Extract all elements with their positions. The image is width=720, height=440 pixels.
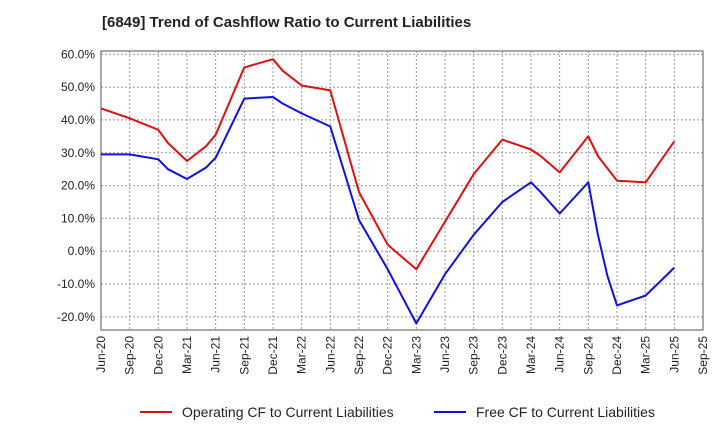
x-tick-label: Dec-24 xyxy=(610,336,624,375)
legend-item-operating-cf: Operating CF to Current Liabilities xyxy=(140,404,394,420)
x-tick-label: Jun-22 xyxy=(323,336,337,373)
x-tick-label: Dec-21 xyxy=(266,336,280,375)
x-tick-label: Sep-25 xyxy=(696,336,710,375)
x-tick-label: Jun-24 xyxy=(553,336,567,373)
x-tick-label: Sep-23 xyxy=(467,336,481,375)
x-tick-label: Jun-25 xyxy=(667,336,681,373)
legend-label-free-cf: Free CF to Current Liabilities xyxy=(476,404,655,420)
x-tick-label: Mar-24 xyxy=(524,336,538,374)
x-tick-label: Mar-23 xyxy=(409,336,423,374)
y-tick-label: 60.0% xyxy=(61,47,95,61)
legend-swatch-operating-cf xyxy=(140,411,172,413)
axes: Jun-20 Sep-20 Dec-20 Mar-21 Jun-21 Sep-21 Dec-… xyxy=(57,47,710,374)
x-tick-label: Sep-21 xyxy=(237,336,251,375)
y-tick-label: 0.0% xyxy=(68,244,96,258)
legend-swatch-free-cf xyxy=(434,411,466,413)
grid xyxy=(101,51,703,330)
x-tick-label: Jun-20 xyxy=(94,336,108,373)
chart-title: [6849] Trend of Cashflow Ratio to Curren… xyxy=(102,14,472,31)
x-tick-label: Jun-21 xyxy=(209,336,223,373)
series-layer xyxy=(100,58,676,325)
legend-label-operating-cf: Operating CF to Current Liabilities xyxy=(182,404,394,420)
x-tick-label: Sep-24 xyxy=(581,336,595,375)
operating-cf-line xyxy=(100,58,676,271)
plot-frame xyxy=(100,50,704,331)
x-tick-label: Mar-21 xyxy=(180,336,194,374)
x-tick-label: Sep-20 xyxy=(123,336,137,375)
y-tick-label: 40.0% xyxy=(61,113,95,127)
y-tick-label: -20.0% xyxy=(57,310,95,324)
free-cf-line xyxy=(101,96,675,325)
x-tick-label: Sep-22 xyxy=(352,336,366,375)
y-tick-label: 30.0% xyxy=(61,146,95,160)
x-tick-label: Dec-23 xyxy=(495,336,509,375)
x-tick-label: Mar-22 xyxy=(295,336,309,374)
y-tick-label: 50.0% xyxy=(61,80,95,94)
x-tick-label: Jun-23 xyxy=(438,336,452,373)
y-tick-label: 10.0% xyxy=(61,211,95,225)
y-tick-label: 20.0% xyxy=(61,179,95,193)
x-tick-label: Dec-20 xyxy=(151,336,165,375)
x-tick-label: Mar-25 xyxy=(639,336,653,374)
x-tick-label: Dec-22 xyxy=(381,336,395,375)
legend-item-free-cf: Free CF to Current Liabilities xyxy=(434,404,655,420)
y-tick-label: -10.0% xyxy=(57,277,95,291)
